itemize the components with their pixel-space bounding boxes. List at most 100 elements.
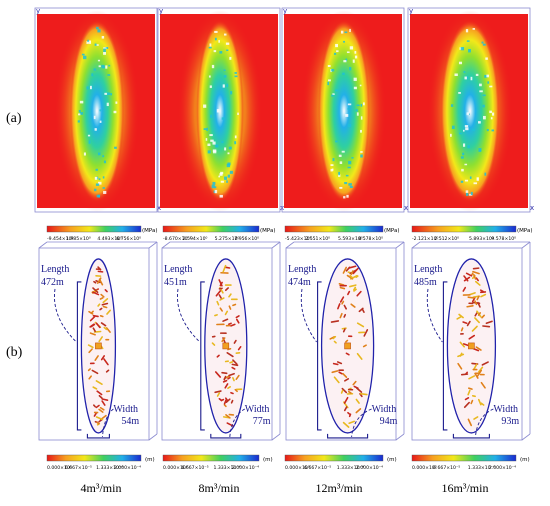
stress-speck bbox=[223, 75, 227, 78]
network-frame bbox=[411, 247, 523, 441]
stress-speck bbox=[466, 112, 470, 116]
stress-speck bbox=[220, 171, 224, 175]
fracture-branch bbox=[355, 387, 363, 393]
fracture-branch bbox=[224, 266, 231, 269]
stress-tick-1: -9.454×10⁰ bbox=[47, 236, 74, 242]
fracture-branch bbox=[355, 408, 362, 414]
fracture-branch bbox=[472, 363, 478, 371]
width-leader bbox=[101, 408, 114, 437]
fracture-branch bbox=[92, 327, 97, 333]
stress-speck bbox=[205, 138, 208, 141]
stress-speck bbox=[331, 94, 334, 97]
fracture-branch bbox=[102, 305, 108, 309]
disp-tick-1: 0.000×10⁰ bbox=[47, 465, 72, 471]
row-label-a: (a) bbox=[6, 111, 22, 126]
stress-speck bbox=[450, 104, 454, 107]
length-bracket bbox=[317, 281, 322, 431]
fracture-branch bbox=[459, 352, 463, 357]
axis-y-label: y bbox=[283, 7, 287, 15]
stress-speck bbox=[103, 52, 106, 55]
stress-spindle bbox=[318, 19, 370, 203]
stress-speck bbox=[208, 46, 212, 49]
stress-speck bbox=[462, 152, 465, 156]
stress-speck bbox=[332, 158, 335, 162]
injection-point bbox=[222, 342, 230, 350]
stress-speck bbox=[88, 40, 92, 44]
fracture-branch bbox=[106, 309, 112, 315]
fracture-branch bbox=[358, 307, 364, 313]
stress-speck bbox=[330, 164, 334, 166]
stress-speck bbox=[348, 160, 352, 165]
fracture-branch bbox=[224, 287, 229, 292]
fracture-branch bbox=[237, 346, 242, 351]
fracture-branch bbox=[342, 266, 348, 274]
stress-spindle bbox=[440, 19, 500, 203]
fracture-branch bbox=[349, 274, 354, 279]
stress-unit: (MPa) bbox=[384, 228, 399, 234]
stress-speck bbox=[354, 51, 357, 54]
stress-speck bbox=[88, 140, 91, 144]
fracture-envelope bbox=[320, 258, 375, 434]
stress-speck bbox=[218, 40, 220, 43]
stress-speck bbox=[224, 97, 227, 101]
fracture-branch bbox=[90, 310, 94, 314]
stress-speck bbox=[481, 41, 484, 44]
stress-speck bbox=[465, 29, 469, 33]
stress-speck bbox=[349, 46, 354, 50]
stress-speck bbox=[87, 134, 91, 137]
caption-panel-4: 16m³/min bbox=[441, 481, 489, 495]
fracture-branch bbox=[477, 312, 482, 316]
stress-speck bbox=[96, 26, 99, 30]
stress-speck bbox=[95, 183, 100, 186]
stress-speck bbox=[487, 81, 490, 84]
fracture-branch bbox=[343, 313, 347, 318]
stress-speck bbox=[209, 43, 212, 47]
fracture-branch bbox=[91, 369, 99, 375]
fracture-branch bbox=[473, 273, 477, 280]
fracture-branch bbox=[347, 290, 351, 296]
stress-speck bbox=[473, 182, 477, 185]
fracture-branch bbox=[342, 421, 350, 428]
fracture-branch bbox=[228, 305, 232, 310]
fracture-branch bbox=[352, 267, 359, 275]
stress-speck bbox=[478, 121, 481, 124]
stress-speck bbox=[94, 176, 98, 180]
fracture-branch bbox=[226, 352, 234, 358]
width-label: Width bbox=[493, 404, 518, 415]
stress-tick-4: 8.578×10⁰ bbox=[358, 236, 383, 242]
disp-tick-2: 6.667×10⁻⁵ bbox=[433, 465, 460, 471]
stress-tick-1: -2.121×10⁰ bbox=[412, 236, 439, 242]
fracture-branch bbox=[332, 335, 337, 340]
stress-speck bbox=[219, 51, 223, 54]
stress-speck bbox=[107, 74, 111, 76]
stress-speck bbox=[485, 57, 488, 60]
fracture-branch bbox=[101, 302, 109, 306]
stress-speck bbox=[345, 174, 349, 177]
fracture-branch bbox=[222, 264, 227, 273]
stress-speck bbox=[234, 141, 237, 145]
fracture-branch bbox=[472, 270, 480, 275]
stress-speck bbox=[91, 73, 94, 77]
stress-speck bbox=[360, 154, 363, 158]
injection-point bbox=[468, 342, 475, 350]
fracture-branch bbox=[214, 371, 222, 378]
stress-speck bbox=[346, 194, 349, 198]
width-bracket bbox=[452, 433, 490, 439]
frame-edge bbox=[38, 241, 48, 249]
stress-speck bbox=[104, 92, 108, 95]
fracture-branch bbox=[219, 307, 223, 312]
fracture-branch bbox=[353, 286, 357, 291]
stress-speck bbox=[101, 35, 105, 39]
stress-speck bbox=[344, 31, 348, 34]
frame-edge bbox=[395, 241, 405, 249]
stress-speck bbox=[105, 65, 108, 69]
stress-speck bbox=[223, 33, 227, 36]
fracture-branch bbox=[349, 284, 357, 288]
stress-speck bbox=[93, 115, 96, 120]
stress-speck bbox=[484, 172, 487, 176]
fracture-branch bbox=[216, 354, 220, 358]
stress-speck bbox=[483, 115, 486, 120]
stress-speck bbox=[486, 128, 489, 132]
